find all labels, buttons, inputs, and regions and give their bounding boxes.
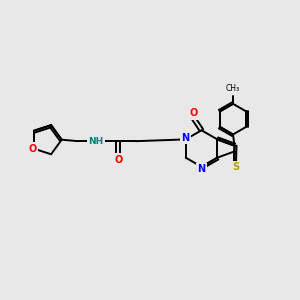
Text: N: N [197,164,206,174]
Text: N: N [181,133,189,143]
Text: CH₃: CH₃ [226,84,240,93]
Text: O: O [28,144,37,154]
Text: O: O [189,109,197,118]
Text: S: S [232,162,239,172]
Text: NH: NH [88,137,104,146]
Text: O: O [114,155,122,165]
